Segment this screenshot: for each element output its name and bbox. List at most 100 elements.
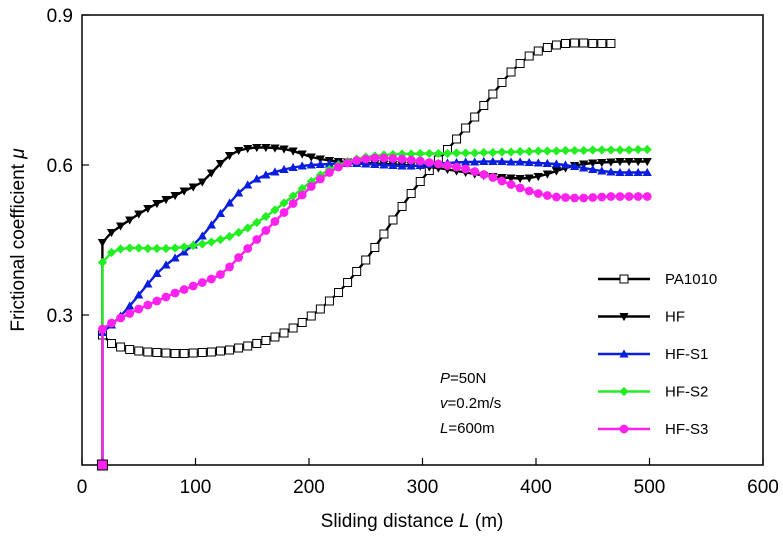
data-point [243, 180, 253, 189]
data-point [243, 341, 253, 351]
data-point [107, 318, 116, 328]
data-point [443, 161, 452, 170]
data-point [597, 166, 607, 175]
data-point [161, 292, 171, 302]
data-point [170, 192, 180, 201]
data-point [179, 349, 189, 358]
y-axis-title-text: Frictional coefficient [8, 163, 29, 331]
y-tick-label: 0.3 [47, 306, 73, 327]
data-point [352, 267, 362, 276]
data-point [188, 348, 198, 358]
data-point [306, 153, 316, 162]
data-point [297, 318, 307, 327]
data-point [442, 148, 453, 159]
data-point [506, 180, 516, 189]
data-point [470, 112, 480, 122]
data-point [215, 346, 225, 356]
legend-item: HF [598, 309, 685, 326]
data-point [488, 156, 498, 165]
data-point [497, 156, 507, 165]
data-point [197, 348, 207, 357]
data-point [215, 208, 226, 217]
legend-label: HF-S1 [665, 346, 708, 363]
data-point [479, 170, 489, 179]
data-point [633, 167, 643, 176]
data-point [134, 304, 144, 314]
data-point [452, 134, 462, 144]
data-point [170, 243, 180, 253]
data-point [152, 348, 162, 357]
data-point [224, 152, 235, 161]
data-point [315, 155, 325, 164]
data-point [406, 189, 416, 198]
data-point [170, 253, 180, 262]
series-hf-s1 [97, 156, 652, 465]
legend-item: HF-S2 [598, 384, 708, 401]
data-point [542, 191, 552, 200]
data-point [261, 211, 271, 222]
data-point [506, 147, 516, 157]
data-point [506, 174, 516, 183]
origin-data-point [96, 459, 108, 471]
data-point [579, 145, 589, 156]
legend-item: HF-S1 [598, 346, 708, 363]
data-point [624, 158, 634, 167]
data-point [515, 157, 525, 166]
data-point [415, 156, 425, 166]
data-point [297, 150, 307, 159]
condition-load-value: =50N [450, 370, 486, 387]
data-point [588, 39, 598, 48]
data-point [642, 167, 652, 176]
data-point [579, 193, 589, 203]
legend-marker [619, 313, 629, 322]
data-point [406, 149, 416, 159]
data-point [506, 157, 516, 166]
data-point [361, 255, 371, 265]
data-point [433, 159, 443, 169]
data-point [188, 240, 198, 251]
data-point [343, 278, 353, 287]
data-point [515, 146, 525, 157]
data-point [515, 175, 525, 184]
data-point [415, 177, 425, 186]
series-hf-s2 [97, 144, 652, 465]
data-point [461, 123, 471, 133]
data-point [225, 262, 234, 272]
data-point [152, 200, 162, 209]
data-point [306, 311, 316, 321]
data-point [524, 51, 534, 61]
data-point [569, 161, 580, 170]
data-point [206, 237, 216, 247]
data-point [588, 193, 598, 202]
data-point [470, 148, 480, 158]
data-point [488, 147, 498, 158]
data-point [179, 285, 189, 294]
data-point [206, 169, 216, 178]
data-point [597, 159, 607, 168]
data-point [288, 199, 298, 208]
data-point [334, 288, 344, 297]
data-point [306, 182, 316, 191]
condition-distance: L=600m [440, 420, 495, 437]
data-point [179, 242, 189, 252]
data-point [188, 281, 198, 291]
data-point [542, 43, 552, 52]
data-point [261, 170, 271, 179]
data-point [461, 164, 471, 174]
data-point [107, 339, 117, 348]
data-point [370, 243, 380, 252]
data-point [633, 158, 643, 167]
data-point [551, 167, 562, 176]
legend-label: HF-S2 [665, 384, 708, 401]
data-point [533, 173, 543, 182]
x-tick-label: 200 [293, 477, 325, 498]
x-axis-symbol: L [459, 511, 470, 532]
data-point [243, 244, 253, 253]
data-point [225, 345, 235, 355]
data-point [297, 183, 307, 194]
data-point [197, 278, 207, 287]
series-line [101, 160, 648, 465]
data-point [561, 39, 571, 48]
series-hf-s3 [98, 153, 652, 465]
